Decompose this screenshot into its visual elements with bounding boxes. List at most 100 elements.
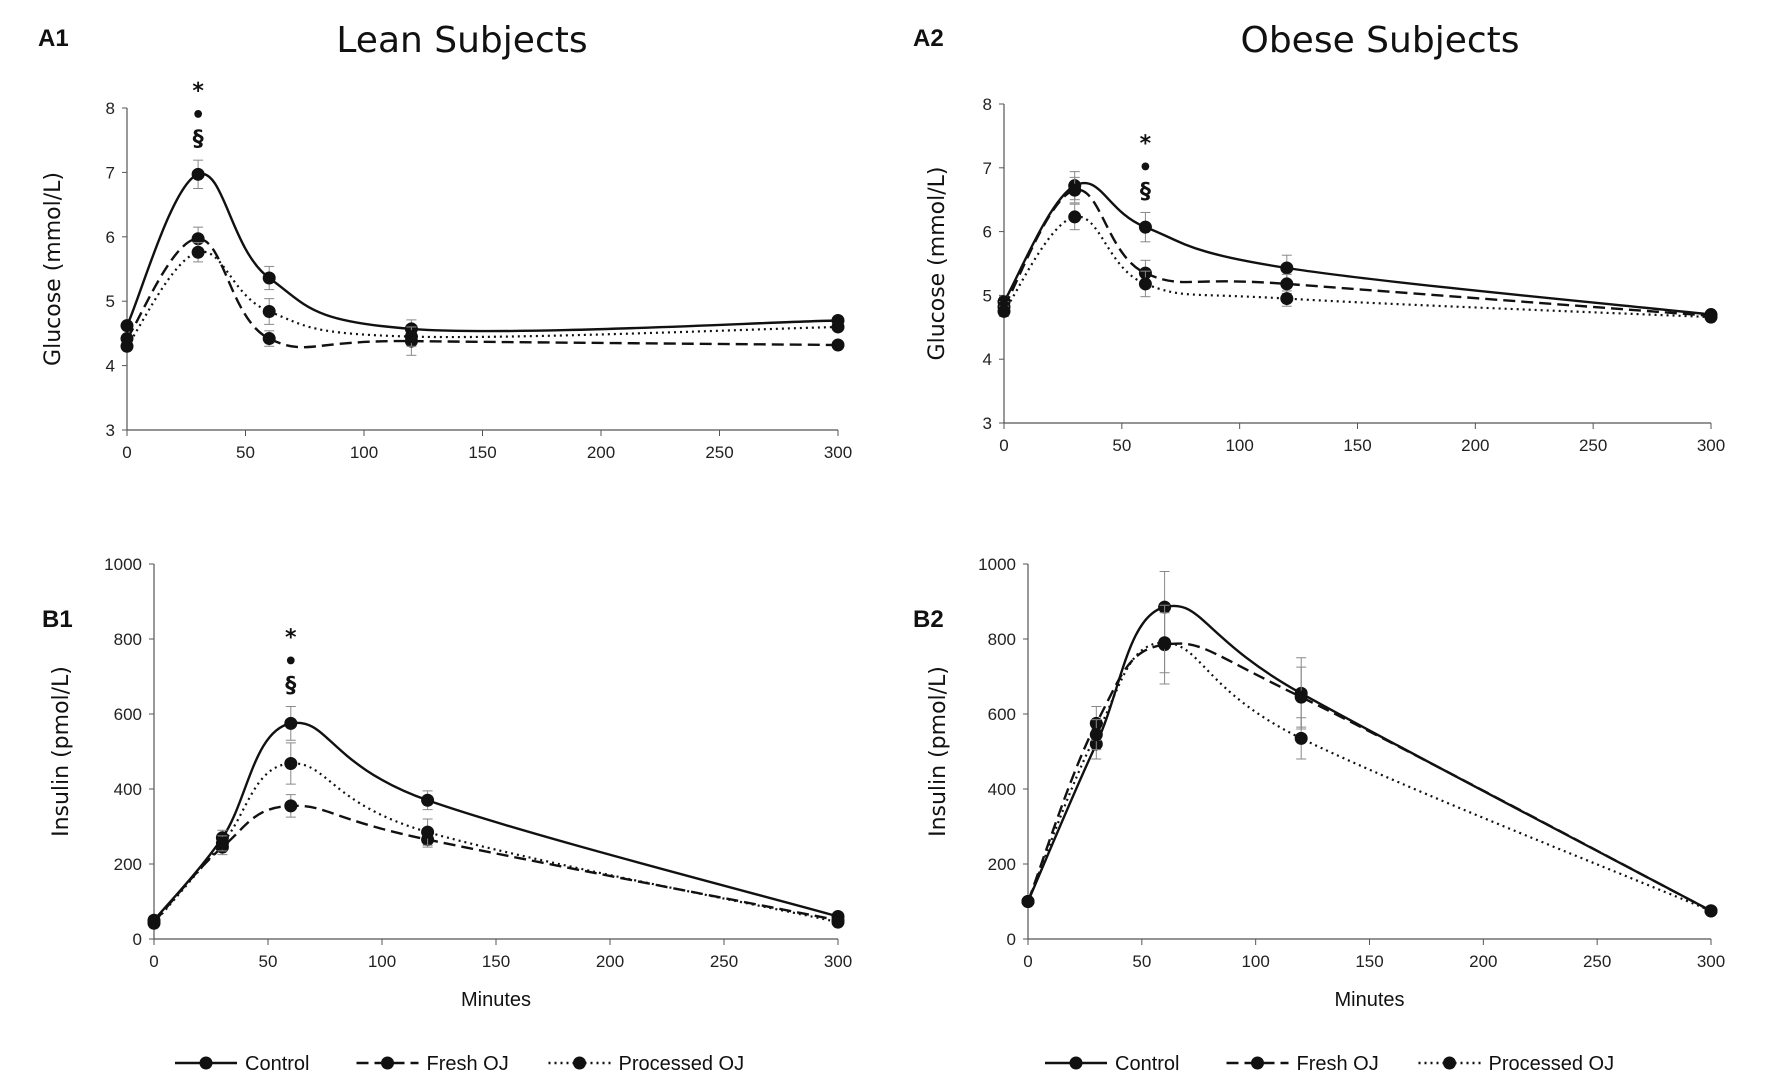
data-point — [1294, 731, 1308, 745]
y-tick-label: 400 — [114, 780, 142, 799]
series-line — [1026, 641, 1712, 912]
x-tick-label: 150 — [1355, 952, 1383, 971]
y-tick-label: 800 — [988, 630, 1016, 649]
x-tick-label: 250 — [1583, 952, 1611, 971]
legend-item-fresh-oj: Fresh OJ — [356, 1053, 509, 1072]
legend: Control Fresh OJ Processed OJ — [175, 1053, 744, 1072]
significance-markers: §•* — [191, 79, 205, 152]
series-control — [997, 171, 1718, 322]
y-tick-label: 3 — [106, 421, 115, 440]
significance-symbol: • — [284, 650, 298, 675]
significance-symbol: * — [285, 626, 297, 651]
x-tick-label: 100 — [1225, 436, 1253, 455]
x-tick-label: 150 — [482, 952, 510, 971]
panel-a2: A2 Obese Subjects 3 4 5 6 7 8 0 50 100 150 200 250 300… — [913, 20, 1725, 455]
data-point — [1280, 277, 1294, 291]
data-point — [262, 305, 276, 319]
legend-item-processed-oj: Processed OJ — [548, 1053, 744, 1072]
legend-marker — [381, 1056, 394, 1070]
series-processed-oj — [997, 203, 1718, 324]
series-processed-oj — [1021, 612, 1718, 918]
data-point — [1138, 220, 1152, 234]
data-point — [147, 916, 161, 930]
x-tick-label: 250 — [710, 952, 738, 971]
series-control — [147, 706, 845, 927]
data-point — [284, 716, 298, 730]
x-tick-label: 0 — [149, 952, 158, 971]
data-point — [215, 836, 229, 850]
series-control — [120, 159, 845, 339]
series-line — [1003, 215, 1712, 319]
significance-markers: §•* — [284, 626, 298, 699]
data-point — [1158, 636, 1172, 650]
y-tick-label: 400 — [988, 780, 1016, 799]
legend-label: Processed OJ — [1489, 1053, 1615, 1072]
y-tick-label: 800 — [114, 630, 142, 649]
y-axis-title: Glucose (mmol/L) — [41, 172, 66, 366]
series-line — [126, 237, 839, 349]
data-point — [1068, 183, 1082, 197]
y-tick-label: 600 — [114, 705, 142, 724]
panel-b2: B2 0 200 400 600 800 1000 0 50 100 150 200 250 300 Ins… — [913, 555, 1725, 1011]
panel-label: B1 — [42, 606, 73, 633]
x-tick-label: 0 — [1023, 952, 1032, 971]
y-axis-title: Glucose (mmol/L) — [925, 167, 950, 361]
series-line — [1026, 604, 1712, 912]
significance-symbol: § — [1140, 179, 1151, 204]
data-point — [1089, 728, 1103, 742]
panel-a1: A1 Lean Subjects 3 4 5 6 7 8 0 50 100 150 200 250 300 G… — [38, 20, 852, 462]
x-tick-label: 200 — [587, 443, 615, 462]
data-point — [1280, 292, 1294, 306]
legend-label: Control — [1115, 1053, 1179, 1072]
legend-marker — [1443, 1056, 1456, 1070]
significance-symbol: * — [1140, 131, 1152, 156]
data-point — [262, 332, 276, 346]
legend-label: Control — [245, 1053, 309, 1072]
data-point — [421, 825, 435, 839]
x-tick-label: 50 — [259, 952, 278, 971]
x-tick-label: 300 — [824, 443, 852, 462]
data-point — [421, 793, 435, 807]
y-tick-label: 1000 — [104, 555, 142, 574]
data-point — [831, 338, 845, 352]
y-tick-label: 1000 — [978, 555, 1016, 574]
x-tick-label: 300 — [1697, 436, 1725, 455]
y-tick-label: 4 — [983, 350, 992, 369]
legend-item-control: Control — [175, 1053, 309, 1072]
y-tick-label: 8 — [983, 95, 992, 114]
series-line — [1002, 188, 1712, 317]
x-tick-label: 100 — [1241, 952, 1269, 971]
x-tick-label: 100 — [350, 443, 378, 462]
y-tick-label: 6 — [106, 228, 115, 247]
legend-label: Fresh OJ — [427, 1053, 509, 1072]
chart-title: Obese Subjects — [1240, 20, 1519, 61]
x-tick-label: 0 — [122, 443, 131, 462]
legend-marker — [199, 1056, 213, 1070]
x-tick-label: 300 — [824, 952, 852, 971]
x-tick-label: 100 — [368, 952, 396, 971]
panel-label: A1 — [38, 25, 69, 52]
series-processed-oj — [147, 742, 845, 930]
x-tick-label: 150 — [468, 443, 496, 462]
data-point — [120, 339, 134, 353]
data-point — [1138, 277, 1152, 291]
y-tick-label: 0 — [133, 930, 142, 949]
series-line — [153, 762, 839, 925]
data-point — [284, 757, 298, 770]
significance-symbol: • — [1138, 155, 1152, 180]
x-tick-label: 50 — [1112, 436, 1131, 455]
data-point — [1068, 210, 1082, 224]
data-point — [831, 915, 845, 929]
data-point — [404, 330, 418, 344]
significance-symbol: * — [192, 79, 204, 104]
y-axis-title: Insulin (pmol/L) — [49, 666, 74, 837]
panel-label: A2 — [913, 25, 944, 52]
data-point — [1294, 690, 1308, 704]
y-tick-label: 5 — [106, 292, 115, 311]
series-line — [153, 721, 839, 922]
significance-symbol: § — [285, 674, 296, 699]
y-tick-label: 7 — [983, 159, 992, 178]
data-point — [262, 271, 276, 285]
x-axis-title: Minutes — [1334, 989, 1404, 1011]
